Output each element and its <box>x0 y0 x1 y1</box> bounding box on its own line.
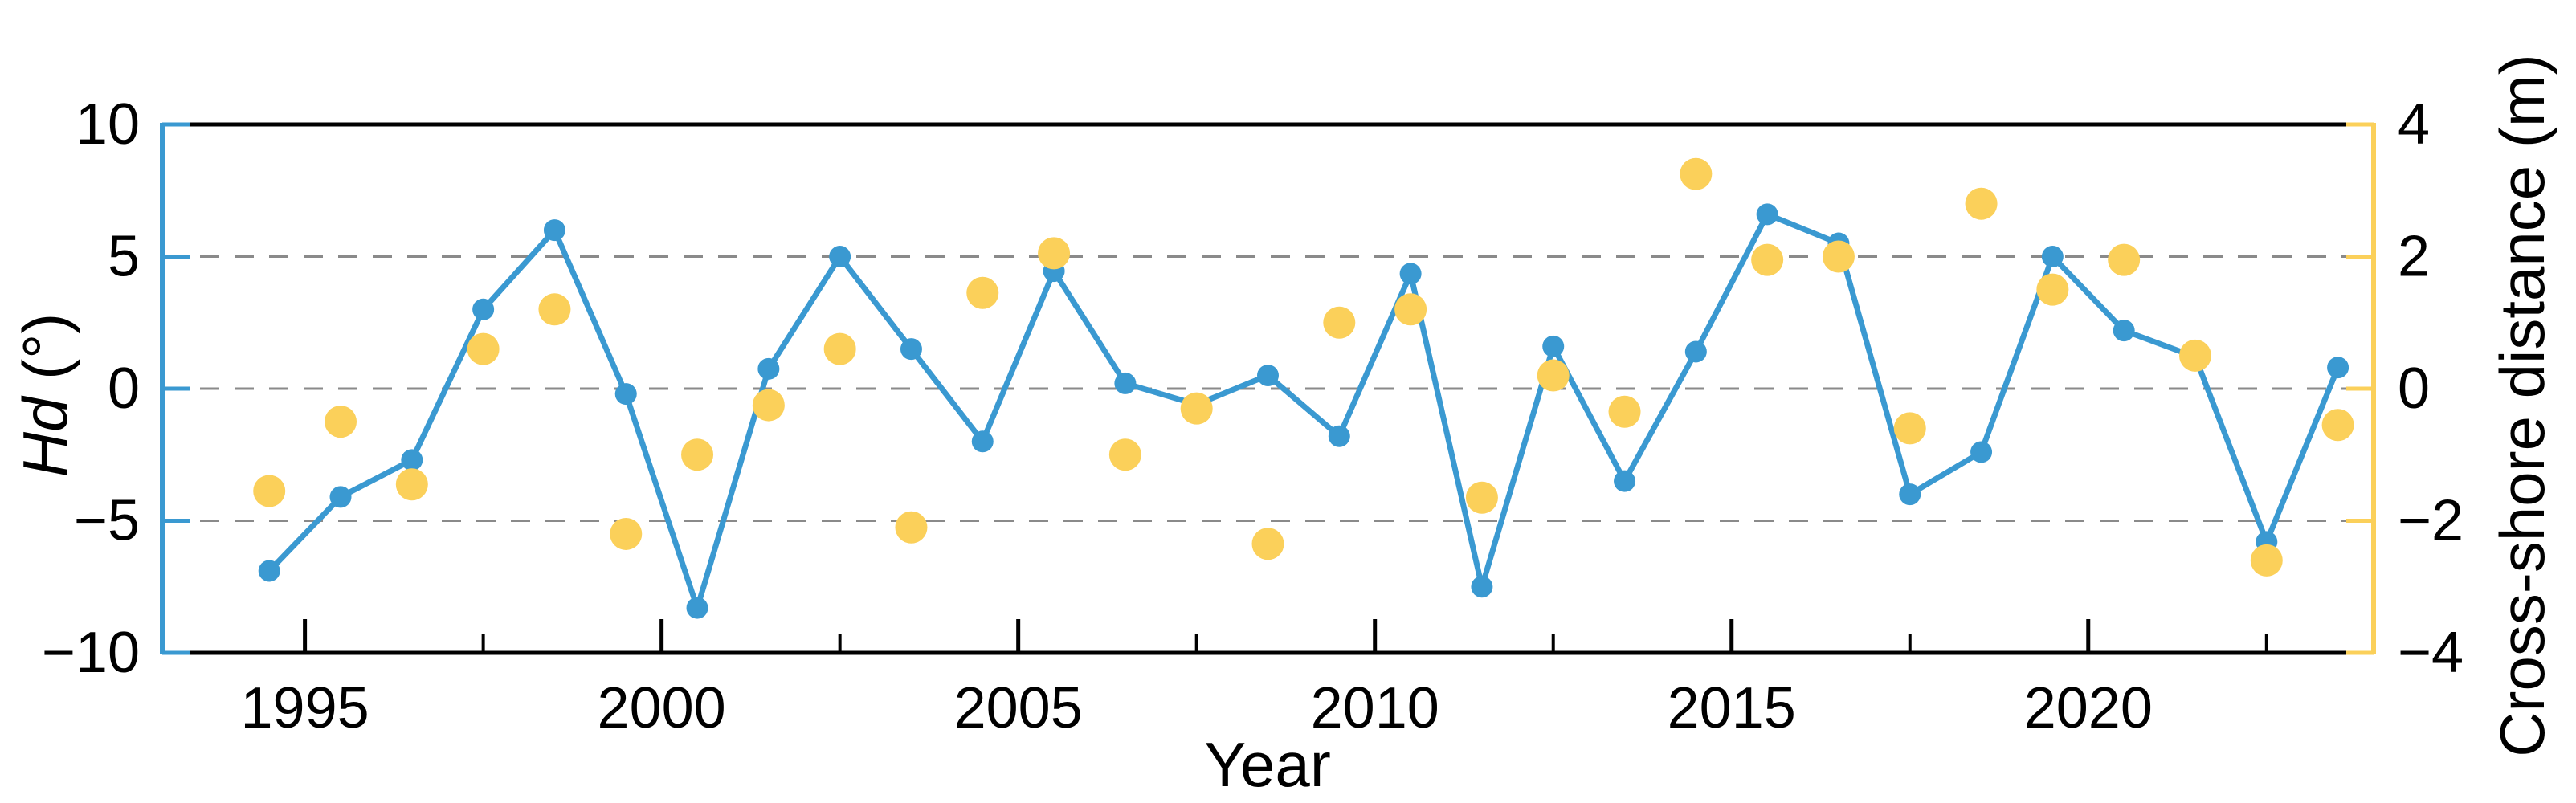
right-axis-tick-label: −4 <box>2398 621 2464 685</box>
right-axis-tick-label: −2 <box>2398 489 2464 553</box>
hd-line <box>267 211 2341 611</box>
hd-point <box>1756 203 1778 226</box>
hd-point <box>2041 246 2064 267</box>
cross-shore-point <box>1394 293 1427 326</box>
cross-shore-point <box>1822 240 1855 273</box>
hd-point <box>2327 357 2349 379</box>
hd-point <box>1328 425 1350 447</box>
cross-shore-point <box>2178 339 2211 372</box>
hd-point <box>329 486 352 508</box>
cross-shore-point <box>610 517 643 550</box>
cross-shore-point <box>681 438 714 471</box>
hd-point <box>1399 263 1422 285</box>
right-axis-tick-label: 2 <box>2398 225 2430 289</box>
left-y-axis-label-unit: (°) <box>10 313 80 397</box>
cross-shore-point <box>253 475 286 507</box>
tick-labels-layer: 10 5 0 −5 −10 4 2 0 −2 −4 1995 2000 2005 2010 2015 2020 <box>42 92 2464 740</box>
left-axis-tick-label: 10 <box>76 92 140 157</box>
cross-shore-scatter-series <box>253 157 2354 577</box>
right-axis-tick-label: 4 <box>2398 92 2430 157</box>
hd-point <box>258 560 280 582</box>
hd-point <box>1970 441 1993 463</box>
left-axis-tick-label: −10 <box>42 621 140 685</box>
left-y-axis-label: Hd (°) <box>10 313 80 478</box>
x-axis-tick-label: 2015 <box>1668 676 1796 740</box>
x-axis-tick-label: 2010 <box>1311 676 1439 740</box>
cross-shore-point <box>966 276 999 309</box>
x-axis-tick-label: 2005 <box>954 676 1083 740</box>
hd-point <box>543 219 565 242</box>
cross-shore-point <box>752 389 785 422</box>
hd-point <box>1542 335 1565 357</box>
x-axis-label: Year <box>1204 729 1331 800</box>
cross-shore-point <box>2108 243 2141 276</box>
cross-shore-point <box>538 293 571 326</box>
hd-point <box>1614 470 1636 492</box>
hd-point <box>971 430 994 453</box>
hd-point <box>472 298 495 320</box>
hd-point <box>401 449 423 471</box>
cross-shore-point <box>1751 243 1784 276</box>
hd-point <box>829 246 851 267</box>
cross-shore-point <box>325 406 357 438</box>
left-y-axis-label-symbol: Hd <box>10 395 80 477</box>
cross-shore-point <box>1608 395 1641 428</box>
cross-shore-point <box>2036 273 2069 306</box>
hd-point <box>686 597 708 619</box>
x-axis-tick-label: 2000 <box>598 676 726 740</box>
axes-ticks-layer <box>162 122 2374 655</box>
cross-shore-point <box>1680 157 1713 190</box>
cross-shore-point <box>467 332 500 365</box>
cross-shore-point <box>1251 528 1284 560</box>
right-axis-tick-label: 0 <box>2398 357 2430 421</box>
hd-point <box>1471 576 1493 598</box>
left-axis-tick-label: 5 <box>108 225 140 289</box>
cross-shore-point <box>2250 544 2283 577</box>
right-y-axis-label: Cross-shore distance (m) <box>2487 54 2558 757</box>
hd-line-series <box>258 203 2349 619</box>
hd-point <box>757 357 780 380</box>
cross-shore-point <box>2321 409 2354 442</box>
left-axis-tick-label: 0 <box>108 357 140 421</box>
cross-shore-point <box>1965 187 1998 220</box>
cross-shore-point <box>1893 412 1926 445</box>
cross-shore-point <box>895 511 928 544</box>
cross-shore-point <box>1038 237 1071 270</box>
hd-point <box>1257 365 1279 387</box>
cross-shore-point <box>1180 392 1213 425</box>
cross-shore-point <box>1108 438 1141 471</box>
hd-point <box>1684 340 1707 363</box>
cross-shore-point <box>1465 481 1498 514</box>
cross-shore-point <box>395 468 428 501</box>
hd-point <box>614 383 637 406</box>
cross-shore-point <box>1537 359 1570 392</box>
hd-point <box>1899 483 1921 506</box>
hd-point <box>1114 372 1137 394</box>
x-axis-tick-label: 1995 <box>241 676 369 740</box>
hd-point <box>2113 320 2135 342</box>
cross-shore-point <box>823 332 856 365</box>
hd-point <box>900 338 922 361</box>
left-axis-tick-label: −5 <box>74 489 140 553</box>
x-axis-tick-label: 2020 <box>2024 676 2153 740</box>
cross-shore-point <box>1323 306 1356 339</box>
